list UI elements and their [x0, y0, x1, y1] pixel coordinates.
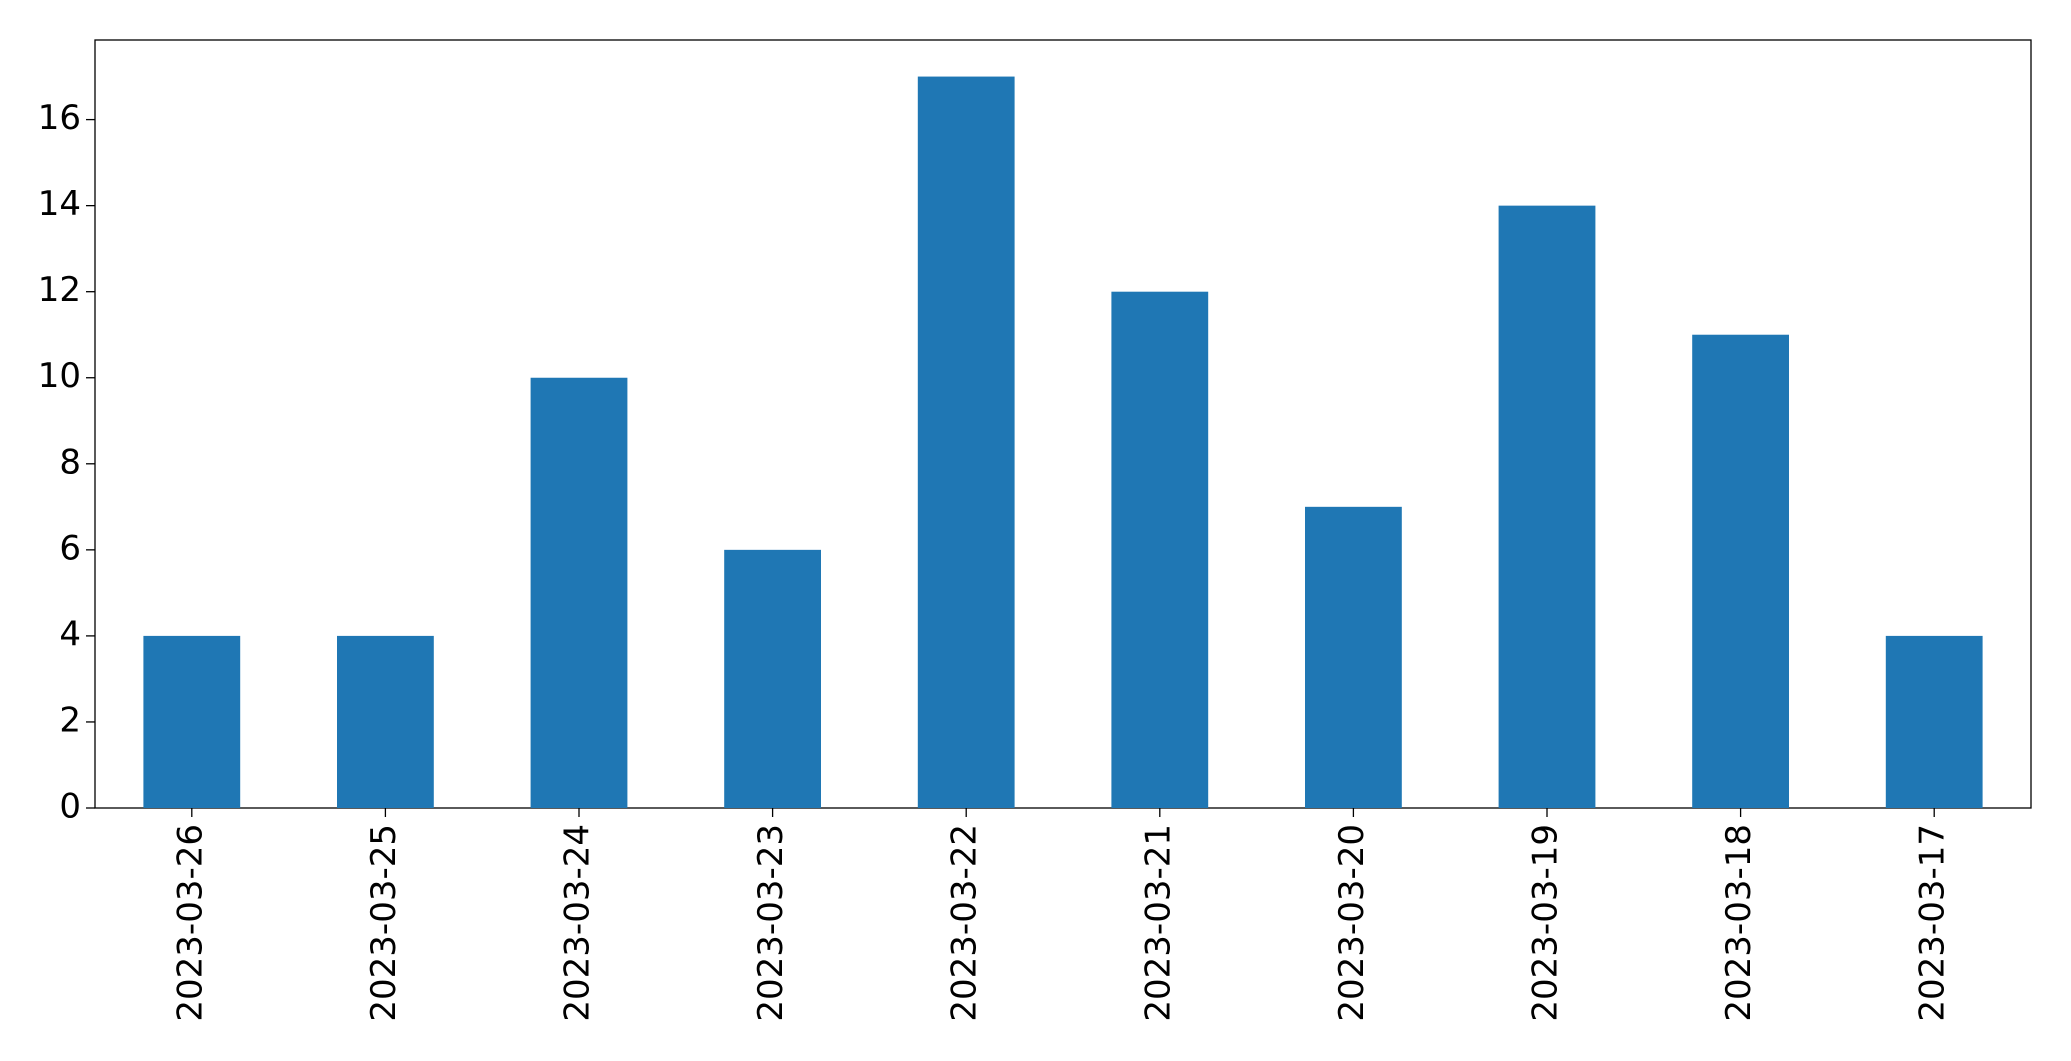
x-tick-label: 2023-03-24 — [558, 824, 598, 1022]
x-tick-label: 2023-03-21 — [1138, 824, 1178, 1022]
bar — [337, 635, 434, 808]
x-tick-label: 2023-03-23 — [751, 824, 791, 1022]
y-tick-label: 12 — [38, 270, 81, 310]
x-tick-label: 2023-03-26 — [170, 824, 210, 1022]
y-tick-label: 10 — [38, 356, 81, 396]
x-tick-label: 2023-03-25 — [364, 824, 404, 1022]
y-tick-label: 6 — [59, 528, 81, 568]
bar — [1111, 291, 1209, 808]
y-tick-label: 16 — [38, 98, 81, 138]
bar — [917, 76, 1015, 809]
bar — [143, 635, 241, 808]
bar — [1498, 205, 1596, 808]
plot-frame — [94, 39, 2032, 809]
bar — [1885, 635, 1983, 808]
y-tick-label: 0 — [59, 787, 81, 827]
x-tick-label: 2023-03-18 — [1719, 824, 1759, 1022]
y-tick-label: 8 — [59, 442, 81, 482]
bar — [724, 549, 821, 808]
bar — [530, 377, 628, 808]
y-tick-label: 4 — [59, 614, 81, 654]
bar — [1305, 506, 1402, 808]
bar — [1692, 334, 1789, 808]
x-tick-label: 2023-03-17 — [1913, 824, 1953, 1022]
x-tick-label: 2023-03-22 — [945, 824, 985, 1022]
y-tick-label: 2 — [59, 700, 81, 740]
x-tick-label: 2023-03-20 — [1332, 824, 1372, 1022]
y-tick-label: 14 — [38, 184, 81, 224]
x-tick-label: 2023-03-19 — [1526, 824, 1566, 1022]
